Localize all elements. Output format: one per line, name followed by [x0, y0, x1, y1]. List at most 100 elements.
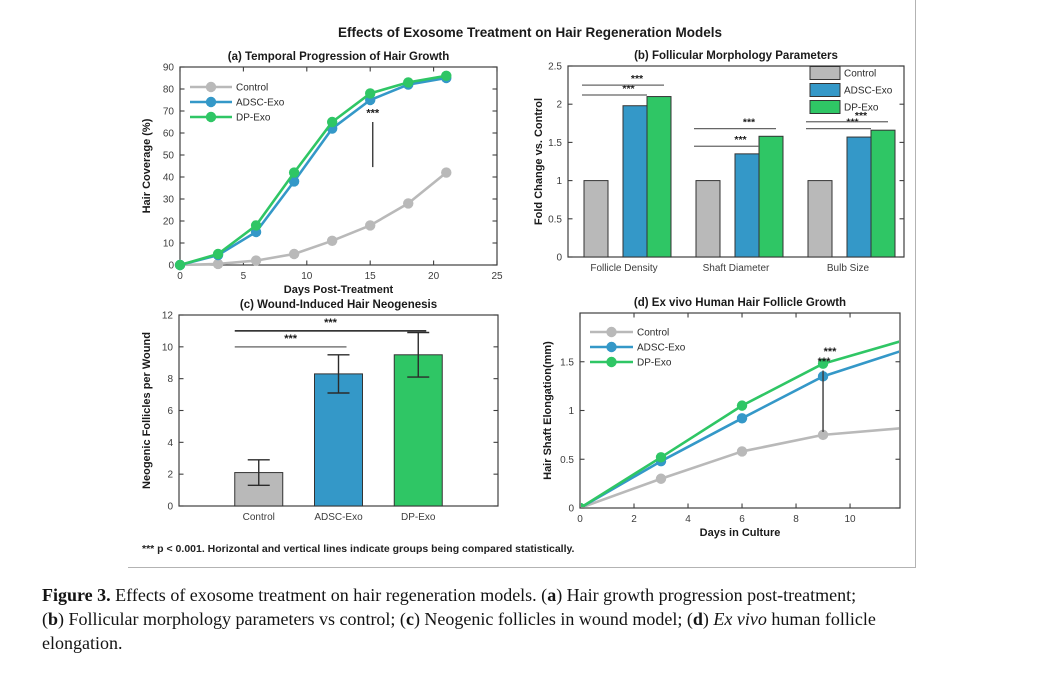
caption-text-segment: ) [702, 608, 714, 629]
y-tick-label: 0 [568, 504, 574, 515]
significance-stars: *** [846, 117, 859, 129]
figure-border-right [915, 0, 916, 567]
y-tick-label: 10 [162, 342, 174, 353]
legend-marker [606, 341, 617, 353]
legend-marker [205, 81, 217, 93]
x-tick-label: 15 [365, 271, 377, 282]
significance-stars: *** [734, 134, 747, 146]
y-tick-label: 30 [163, 195, 175, 206]
significance-stars: *** [743, 117, 756, 129]
caption-line: Figure 3. Effects of exosome treatment o… [42, 584, 1047, 608]
bar-ADSC-Exo [846, 136, 872, 258]
significance-stars: *** [818, 356, 832, 368]
bar-DP-Exo [870, 129, 896, 258]
y-tick-label: 8 [167, 374, 173, 385]
caption-text-segment: human follicle [766, 608, 876, 629]
category-label: Shaft Diameter [703, 263, 770, 274]
y-tick-label: 2 [556, 100, 562, 111]
legend-label: DP-Exo [236, 113, 271, 124]
caption-italic-segment: Ex vivo [713, 608, 767, 629]
data-point-marker [441, 70, 452, 82]
legend-marker [606, 356, 617, 368]
axes-frame [179, 66, 498, 266]
y-tick-label: 1 [556, 176, 562, 187]
data-point-marker [581, 502, 586, 507]
y-axis-label: Hair Coverage (%) [141, 118, 153, 213]
bar-ADSC-Exo [734, 153, 760, 258]
y-tick-label: 2.5 [548, 62, 562, 73]
category-label: Follicle Density [590, 263, 657, 274]
panel-b-chart: 0 0.5 1 1.5 2 2.5 Follicle Density Shaft Diamet… [533, 50, 905, 274]
category-label: Control [243, 512, 275, 523]
significance-stars: *** [824, 346, 838, 358]
series-line-Control [178, 171, 448, 267]
panel-title: (c) Wound-Induced Hair Neogenesis [240, 299, 437, 311]
figure-caption: Figure 3. Effects of exosome treatment o… [42, 584, 1047, 656]
legend-marker [205, 96, 217, 108]
caption-text-segment: elongation. [42, 632, 123, 653]
category-label: ADSC-Exo [314, 512, 363, 523]
category-label: DP-Exo [401, 512, 436, 523]
x-tick-label: 4 [685, 514, 691, 525]
caption-line: (b) Follicular morphology parameters vs … [42, 608, 1047, 632]
y-tick-label: 70 [163, 107, 175, 118]
legend-label: ADSC-Exo [236, 98, 285, 109]
legend-rect-swatch [809, 100, 841, 114]
series-line-ADSC-Exo [178, 76, 448, 267]
legend-label: Control [637, 328, 669, 339]
y-tick-label: 90 [163, 63, 175, 74]
significance-stars: *** [855, 110, 868, 122]
caption-text-segment: ( [42, 608, 48, 629]
y-axis-label: Fold Change vs. Control [533, 98, 545, 225]
panel-title: (b) Follicular Morphology Parameters [634, 50, 838, 62]
panel-d-chart: 0 0.5 1 1.5 0 2 4 6 8 10 (d) Ex vivo Human Hair Fo… [542, 297, 901, 539]
significance-footnote: *** p < 0.001. Horizontal and vertical l… [142, 543, 575, 555]
legend-marker [606, 326, 617, 338]
data-point-marker [655, 473, 667, 484]
caption-text-segment: ) Neogenic follicles in wound model; ( [413, 608, 693, 629]
y-tick-label: 10 [163, 239, 175, 250]
legend-rect-swatch [809, 83, 841, 97]
y-axis-label: Hair Shaft Elongation(mm) [542, 341, 554, 480]
x-axis-label: Days Post-Treatment [284, 284, 394, 296]
category-label: Bulb Size [827, 263, 870, 274]
x-tick-label: 0 [177, 271, 183, 282]
legend-label: DP-Exo [637, 358, 672, 369]
significance-stars: *** [366, 108, 380, 120]
data-point-marker [326, 116, 338, 128]
legend-label: Control [844, 69, 876, 80]
data-point-marker [250, 220, 262, 231]
y-tick-label: 1.5 [548, 138, 562, 149]
bar-DP-Exo [758, 135, 784, 258]
x-tick-label: 8 [793, 514, 799, 525]
y-tick-label: 2 [167, 470, 173, 481]
legend: Control ADSC-Exo DP-Exo [809, 66, 893, 114]
data-point-marker [736, 446, 748, 457]
bar-DP-Exo [393, 354, 443, 507]
x-tick-label: 25 [491, 271, 503, 282]
series-line-ADSC-Exo [581, 350, 899, 507]
y-tick-label: 80 [163, 85, 175, 96]
y-tick-label: 0 [168, 261, 174, 272]
bar-Control [807, 180, 833, 258]
panel-a-chart: 0 10 20 30 40 50 60 70 80 90 0 5 10 15 20 25 (a) Tempora… [141, 51, 503, 296]
significance-stars: *** [284, 333, 298, 345]
x-tick-label: 5 [241, 271, 247, 282]
legend-label: Control [236, 83, 268, 94]
legend: Control ADSC-Exo DP-Exo [190, 81, 285, 124]
caption-text-segment: ) Hair growth progression post-treatment… [556, 585, 857, 605]
data-point-marker [655, 452, 667, 463]
legend-label: DP-Exo [844, 103, 879, 114]
y-tick-label: 0 [167, 502, 173, 513]
caption-bold-segment: c [405, 608, 414, 629]
data-point-marker [817, 358, 829, 369]
data-point-marker [326, 235, 338, 246]
figure-suptitle: Effects of Exosome Treatment on Hair Reg… [337, 25, 723, 40]
significance-stars: *** [622, 83, 635, 95]
y-tick-label: 0.5 [548, 214, 562, 225]
x-tick-label: 10 [301, 271, 313, 282]
y-tick-label: 60 [163, 129, 175, 140]
bar-ADSC-Exo [622, 105, 648, 258]
y-tick-label: 12 [162, 311, 174, 322]
panel-title: (d) Ex vivo Human Hair Follicle Growth [634, 297, 846, 309]
